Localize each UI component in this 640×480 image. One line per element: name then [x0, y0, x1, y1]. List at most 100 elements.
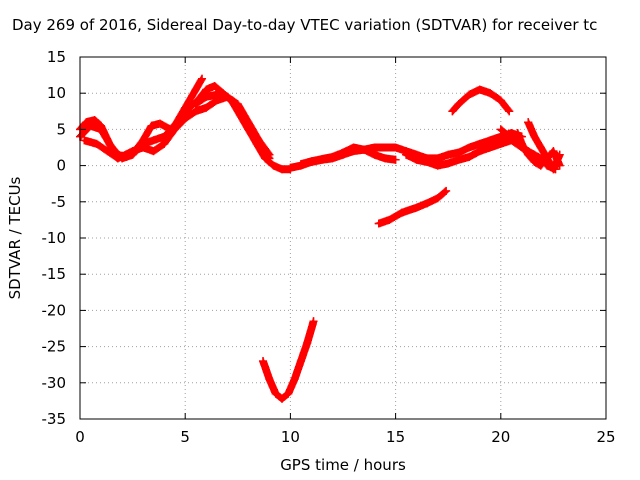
- data-point: [423, 157, 432, 166]
- data-point: [486, 136, 495, 145]
- data-point: [198, 74, 207, 83]
- series-markers: [374, 186, 451, 228]
- data-point: [530, 157, 539, 166]
- data-point: [496, 132, 505, 141]
- data-point: [454, 100, 463, 109]
- data-point: [82, 118, 91, 127]
- data-point: [139, 143, 148, 152]
- data-point: [307, 157, 316, 166]
- data-point: [381, 143, 390, 152]
- y-tick-label: 5: [56, 120, 66, 138]
- data-point: [486, 143, 495, 152]
- data-point: [475, 139, 484, 148]
- data-point: [530, 132, 539, 141]
- data-point: [444, 159, 453, 168]
- data-point: [191, 107, 200, 116]
- series-arc-8: [448, 85, 514, 116]
- data-point: [513, 129, 522, 138]
- data-point: [149, 136, 158, 145]
- data-point: [513, 139, 522, 148]
- data-point: [524, 147, 533, 156]
- data-point: [381, 154, 390, 163]
- data-point: [391, 155, 400, 164]
- data-point: [202, 103, 211, 112]
- data-point: [202, 92, 211, 101]
- data-point: [92, 139, 101, 148]
- data-point: [244, 121, 253, 130]
- data-point: [210, 81, 219, 90]
- data-point: [254, 139, 263, 148]
- data-point: [349, 143, 358, 152]
- y-tick-label: -5: [51, 193, 66, 211]
- data-series: [76, 74, 564, 403]
- data-point: [191, 85, 200, 94]
- data-point: [412, 203, 421, 212]
- data-point: [277, 394, 286, 403]
- data-point: [286, 163, 295, 172]
- data-point: [181, 103, 190, 112]
- plot-frame: [79, 56, 607, 420]
- y-tick-label: -35: [42, 410, 67, 428]
- data-point: [155, 119, 164, 128]
- data-point: [265, 154, 274, 163]
- axis-ticks: [79, 56, 607, 420]
- data-point: [290, 375, 299, 384]
- data-point: [374, 219, 383, 228]
- chart-title: Day 269 of 2016, Sidereal Day-to-day VTE…: [12, 16, 597, 34]
- data-point: [496, 139, 505, 148]
- data-point: [370, 150, 379, 159]
- y-tick-label: -25: [42, 338, 67, 356]
- data-point: [505, 107, 514, 116]
- data-point: [147, 121, 156, 130]
- series-arc-13: [496, 125, 560, 174]
- data-point: [259, 357, 268, 366]
- series-arc-6: [296, 143, 400, 169]
- x-tick-label: 25: [596, 428, 615, 446]
- data-point: [496, 96, 505, 105]
- series-arc-10: [259, 317, 318, 403]
- y-tick-label: -30: [42, 374, 67, 392]
- data-point: [296, 357, 305, 366]
- data-point: [448, 107, 457, 116]
- x-tick-labels: 0 5 10 15 20 25: [75, 428, 615, 446]
- y-tick-label: -20: [42, 301, 67, 319]
- y-tick-label: -10: [42, 229, 67, 247]
- data-point: [454, 148, 463, 157]
- data-point: [271, 389, 280, 398]
- series-arc-4: [191, 90, 274, 163]
- y-tick-label: 0: [56, 157, 66, 175]
- data-point: [269, 161, 278, 170]
- data-point: [303, 338, 312, 347]
- data-point: [397, 208, 406, 217]
- data-point: [317, 155, 326, 164]
- data-point: [385, 215, 394, 224]
- data-point: [543, 161, 552, 170]
- x-tick-label: 20: [491, 428, 510, 446]
- data-point: [160, 139, 169, 148]
- series-arc-1: [76, 81, 295, 174]
- y-tick-label: 10: [47, 84, 66, 102]
- data-point: [465, 143, 474, 152]
- data-point: [233, 103, 242, 112]
- data-point: [475, 147, 484, 156]
- data-point: [530, 150, 539, 159]
- data-point: [496, 125, 505, 134]
- x-tick-label: 0: [75, 428, 85, 446]
- data-point: [181, 114, 190, 123]
- data-point: [536, 154, 545, 163]
- data-point: [442, 186, 451, 195]
- data-point: [465, 152, 474, 161]
- series-markers: [191, 90, 274, 163]
- data-point: [296, 160, 305, 169]
- data-point: [90, 115, 99, 124]
- data-point: [328, 152, 337, 161]
- series-markers: [76, 82, 295, 174]
- data-point: [309, 317, 318, 326]
- grid-lines: [80, 57, 606, 419]
- data-point: [191, 100, 200, 109]
- data-point: [170, 125, 179, 134]
- data-point: [97, 125, 106, 134]
- data-point: [433, 154, 442, 163]
- data-point: [128, 147, 137, 156]
